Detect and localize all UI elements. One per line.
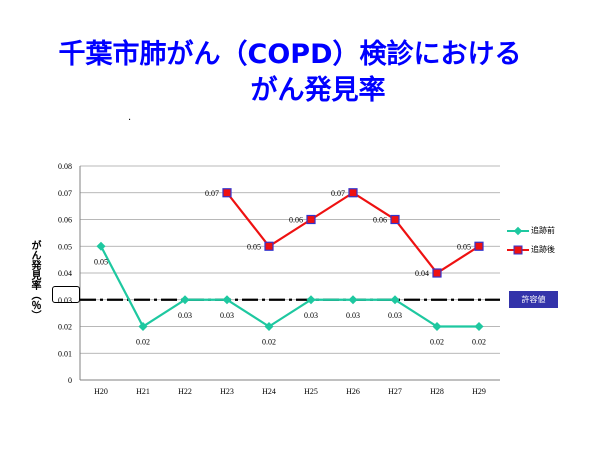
x-tick-label: H29 <box>472 387 486 396</box>
data-point-before <box>348 295 358 305</box>
data-point-after <box>474 241 484 251</box>
series-line-before <box>100 245 479 329</box>
legend-item-after: 追跡後 <box>507 240 555 259</box>
data-label-after: 0.04 <box>415 269 429 278</box>
y-tick-label: 0.03 <box>58 296 72 305</box>
data-label-before: 0.05 <box>94 257 108 266</box>
data-label-after: 0.07 <box>331 189 345 198</box>
data-point-after <box>222 188 232 198</box>
legend-key-before <box>507 226 529 236</box>
y-tick-label: 0.08 <box>58 162 72 171</box>
data-label-after: 0.05 <box>247 242 261 251</box>
data-point-after <box>264 241 274 251</box>
y-tick-label: 0.06 <box>58 216 72 225</box>
y-axis-label: がん発見率（％） <box>29 240 40 320</box>
data-label-before: 0.03 <box>304 311 318 320</box>
x-tick-label: H27 <box>388 387 402 396</box>
y-tick-label: 0 <box>68 376 72 385</box>
data-label-after: 0.05 <box>457 242 471 251</box>
data-label-before: 0.03 <box>178 311 192 320</box>
legend-item-before: 追跡前 <box>507 221 555 240</box>
data-label-before: 0.02 <box>430 338 444 347</box>
legend-label-before: 追跡前 <box>531 226 555 235</box>
data-label-after: 0.07 <box>205 189 219 198</box>
legend-key-after <box>507 245 529 255</box>
y-tick-label: 0.07 <box>58 189 72 198</box>
y-tick-label: 0.02 <box>58 323 72 332</box>
data-point-before <box>474 321 484 332</box>
data-point-before <box>180 295 190 305</box>
y-axis-label-wrap: がん発見率（％） <box>28 240 48 320</box>
x-tick-label: H20 <box>94 387 108 396</box>
x-tick-label: H23 <box>220 387 234 396</box>
data-label-before: 0.02 <box>262 338 276 347</box>
title-line-1: 千葉市肺がん（COPD）検診における <box>58 39 522 70</box>
x-tick-label: H28 <box>430 387 444 396</box>
y-tick-label: 0.05 <box>58 242 72 251</box>
highlight-box-003 <box>52 286 80 303</box>
data-point-after <box>348 188 358 198</box>
data-label-before: 0.02 <box>136 338 150 347</box>
data-point-after <box>306 214 316 225</box>
data-label-before: 0.02 <box>472 338 486 347</box>
series-line-after <box>226 191 480 275</box>
data-label-after: 0.06 <box>289 216 303 225</box>
data-point-after <box>432 268 442 278</box>
data-point-before <box>222 295 232 305</box>
x-tick-label: H25 <box>304 387 318 396</box>
x-tick-label: H24 <box>262 387 276 396</box>
legend-label-after: 追跡後 <box>531 245 555 254</box>
allowance-label-box: 許容値 <box>509 291 558 308</box>
data-label-after: 0.06 <box>373 216 387 225</box>
x-tick-label: H26 <box>346 387 360 396</box>
x-tick-label: H22 <box>178 387 192 396</box>
y-tick-label: 0.04 <box>58 269 72 278</box>
x-tick-label: H21 <box>136 387 150 396</box>
y-tick-label: 0.01 <box>58 349 72 358</box>
data-point-before <box>138 321 148 332</box>
title-line-2: がん発見率 <box>250 75 386 106</box>
data-point-before <box>96 241 106 251</box>
stray-dot: . <box>128 112 132 123</box>
legend: 追跡前 追跡後 <box>507 221 555 259</box>
data-label-before: 0.03 <box>346 311 360 320</box>
data-point-after <box>390 214 400 225</box>
data-label-before: 0.03 <box>388 311 402 320</box>
data-label-before: 0.03 <box>220 311 234 320</box>
